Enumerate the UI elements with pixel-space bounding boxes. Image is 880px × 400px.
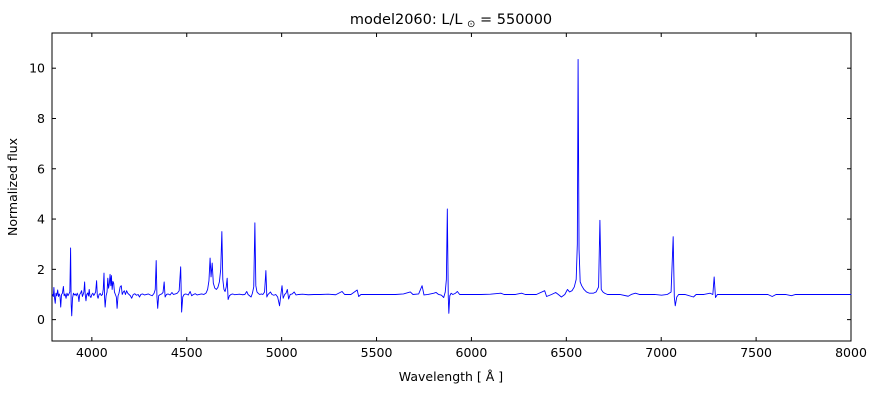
x-tick-label: 7500 (740, 345, 772, 360)
chart-title-value: = 550000 (480, 12, 552, 28)
x-tick-label: 4000 (76, 345, 108, 360)
chart-title-main: model2060: L/L (350, 12, 463, 28)
y-tick-label: 10 (29, 61, 45, 76)
x-tick-label: 6000 (456, 345, 488, 360)
x-tick-label: 8000 (835, 345, 867, 360)
y-tick-label: 0 (37, 312, 45, 327)
x-tick-label: 7000 (645, 345, 677, 360)
plot-area (51, 32, 852, 342)
x-tick-label: 5000 (266, 345, 298, 360)
y-tick-label: 2 (37, 262, 45, 277)
y-axis-label: Normalized flux (5, 138, 20, 236)
x-tick-label: 5500 (361, 345, 393, 360)
y-tick-label: 8 (37, 111, 45, 126)
x-tick-label: 6500 (550, 345, 582, 360)
sun-symbol-subscript: ⊙ (467, 19, 475, 30)
x-axis-label: Wavelength [ Å ] (399, 369, 503, 384)
chart-title: model2060: L/L ⊙ = 550000 (350, 12, 552, 31)
y-tick-label: 4 (37, 212, 45, 227)
tick-marks (52, 33, 852, 341)
x-tick-label: 4500 (171, 345, 203, 360)
x-tick-labels: 4000 4500 5000 5500 6000 6500 7000 7500 8000 (76, 345, 867, 360)
y-tick-label: 6 (37, 161, 45, 176)
y-tick-labels: 0 2 4 6 8 10 (29, 61, 45, 327)
spectrum-line (52, 58, 852, 317)
